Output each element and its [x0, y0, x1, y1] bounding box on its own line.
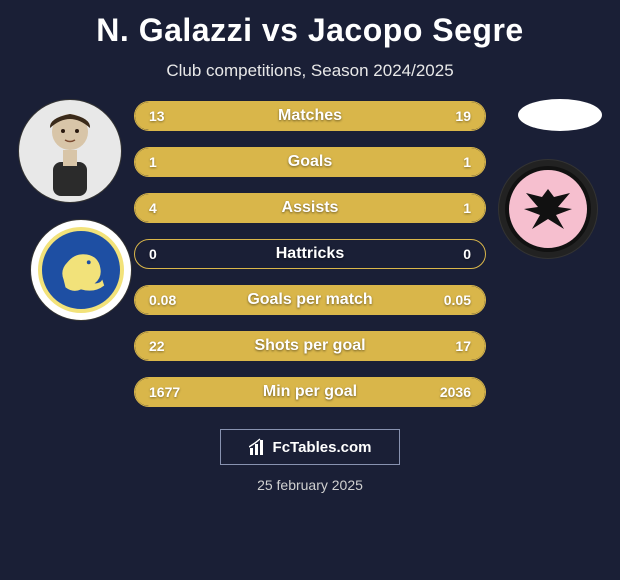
club-left-crest	[30, 219, 132, 321]
stat-label: Assists	[135, 199, 485, 217]
club-right-crest	[498, 159, 598, 259]
stats-area: 1319Matches 11Goals 41Assists 00Hattricks 0.…	[8, 99, 612, 407]
stat-label: Matches	[135, 107, 485, 125]
player-right-avatar	[518, 99, 602, 131]
brand-badge[interactable]: FcTables.com	[220, 429, 400, 465]
stat-label: Goals per match	[135, 291, 485, 309]
chart-icon	[249, 438, 267, 456]
brescia-badge	[38, 227, 124, 313]
comparison-card: N. Galazzi vs Jacopo Segre Club competit…	[0, 0, 620, 580]
person-icon	[35, 106, 105, 196]
stat-label: Min per goal	[135, 383, 485, 401]
stat-label: Shots per goal	[135, 337, 485, 355]
subtitle: Club competitions, Season 2024/2025	[166, 61, 453, 81]
stat-row: 0.080.05Goals per match	[134, 285, 486, 315]
stat-label: Goals	[135, 153, 485, 171]
stat-row: 41Assists	[134, 193, 486, 223]
page-title: N. Galazzi vs Jacopo Segre	[96, 12, 523, 49]
palermo-badge	[505, 166, 591, 252]
eagle-icon	[518, 179, 578, 239]
stat-row: 16772036Min per goal	[134, 377, 486, 407]
stat-label: Hattricks	[135, 245, 485, 263]
stat-row: 2217Shots per goal	[134, 331, 486, 361]
brand-label: FcTables.com	[273, 439, 372, 456]
player-left-avatar	[18, 99, 122, 203]
stat-row: 00Hattricks	[134, 239, 486, 269]
stats-column: 1319Matches 11Goals 41Assists 00Hattricks 0.…	[134, 99, 486, 407]
date-label: 25 february 2025	[257, 477, 363, 493]
stat-row: 11Goals	[134, 147, 486, 177]
stat-row: 1319Matches	[134, 101, 486, 131]
lion-icon	[52, 241, 110, 299]
